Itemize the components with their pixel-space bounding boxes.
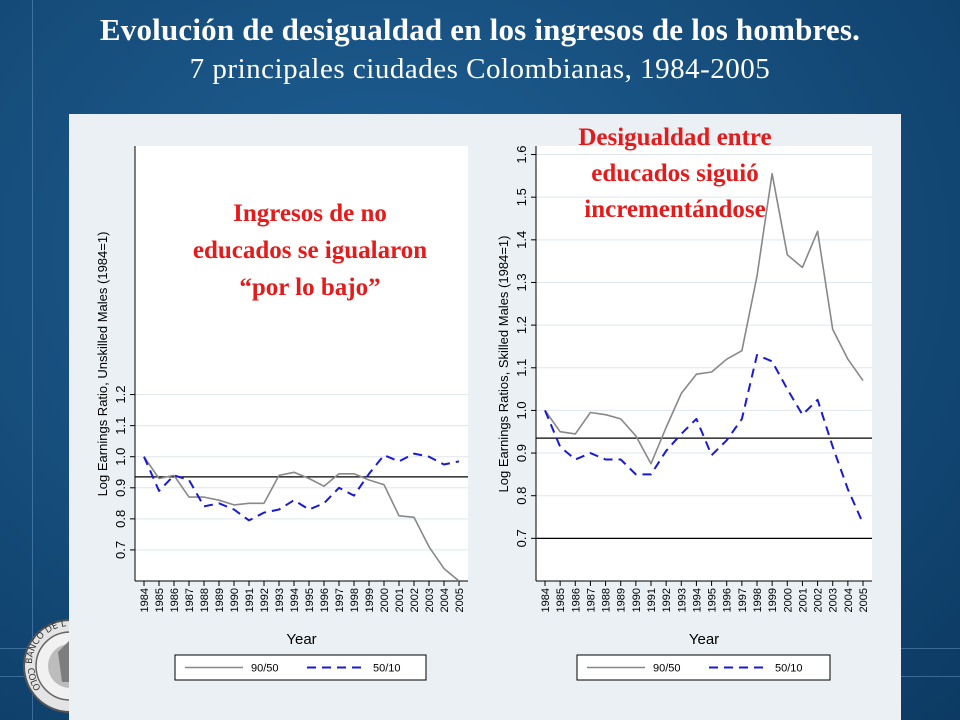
y-tick-label: 0.9: [514, 444, 529, 462]
x-tick-label: 1990: [229, 588, 241, 612]
header: Evolución de desigualdad en los ingresos…: [0, 10, 960, 88]
slide-title: Evolución de desigualdad en los ingresos…: [99, 12, 861, 47]
y-tick-label: 1.3: [514, 273, 529, 291]
x-tick-label: 1996: [722, 588, 734, 612]
x-tick-label: 1994: [289, 588, 301, 612]
x-axis-label: Year: [286, 631, 316, 648]
x-tick-label: 1984: [139, 588, 151, 612]
x-tick-label: 1994: [691, 588, 703, 612]
x-tick-label: 1999: [364, 588, 376, 612]
x-tick-label: 2002: [409, 588, 421, 612]
y-tick-label: 1.5: [514, 188, 529, 206]
x-tick-label: 1996: [319, 588, 331, 612]
y-tick-label: 1.1: [113, 417, 128, 435]
chart-panel: 0.7 0.8 0.9 1.0 1.1 1.2 Log Earnings Ratio, Un…: [69, 114, 901, 720]
x-tick-label: 1998: [349, 588, 361, 612]
annotation-unskilled: Ingresos de no educados se igualaron “po…: [145, 195, 475, 306]
x-tick-label: 2005: [454, 588, 466, 612]
x-tick-label: 2001: [797, 588, 809, 612]
y-axis-label: Log Earnings Ratio, Unskilled Males (198…: [95, 232, 110, 497]
legend-label: 50/10: [775, 663, 803, 675]
x-tick-label: 2000: [782, 588, 794, 612]
x-tick-label: 2001: [394, 588, 406, 612]
x-tick-label: 2004: [843, 588, 855, 612]
annotation-line: educados siguió: [591, 160, 759, 187]
x-tick-label: 1989: [616, 588, 628, 612]
x-tick-label: 1993: [274, 588, 286, 612]
y-tick-label: 1.0: [514, 401, 529, 419]
annotation-line: Desigualdad entre: [578, 124, 772, 151]
x-tick-label: 1997: [737, 588, 749, 612]
x-tick-label: 1989: [214, 588, 226, 612]
x-tick-label: 1992: [661, 588, 673, 612]
series-line-50-10: [143, 452, 460, 522]
y-tick-label: 1.1: [514, 359, 529, 377]
x-tick-label: 1985: [555, 588, 567, 612]
x-tick-label: 1991: [244, 588, 256, 612]
legend-label: 90/50: [251, 663, 279, 675]
x-tick-label: 1995: [707, 588, 719, 612]
x-tick-label: 1986: [169, 588, 181, 612]
slide-subtitle: 7 principales ciudades Colombianas, 1984…: [189, 53, 771, 85]
y-tick-label: 1.2: [514, 316, 529, 334]
x-tick-label: 1987: [585, 588, 597, 612]
y-tick-label: 1.0: [113, 448, 128, 466]
annotation-line: “por lo bajo”: [239, 274, 381, 301]
x-tick-label: 1999: [767, 588, 779, 612]
y-tick-label: 0.7: [514, 529, 529, 547]
plot-area: [135, 146, 468, 581]
legend-label: 90/50: [653, 663, 681, 675]
x-tick-label: 1991: [646, 588, 658, 612]
x-tick-label: 1986: [570, 588, 582, 612]
annotation-line: Ingresos de no: [233, 200, 387, 227]
x-tick-label: 2005: [858, 588, 870, 612]
x-tick-label: 1995: [304, 588, 316, 612]
annotation-line: incrementándose: [584, 196, 766, 223]
y-tick-label: 0.9: [113, 479, 128, 497]
legend-label: 50/10: [373, 663, 401, 675]
x-axis-label: Year: [689, 631, 719, 648]
x-tick-label: 1988: [199, 588, 211, 612]
x-tick-label: 1985: [154, 588, 166, 612]
plot-area: [536, 146, 872, 581]
x-tick-label: 1998: [752, 588, 764, 612]
x-tick-label: 2003: [424, 588, 436, 612]
y-axis-label: Log Earnings Ratios, Skilled Males (1984…: [496, 236, 511, 493]
x-tick-label: 2003: [828, 588, 840, 612]
series-line-90-50: [143, 456, 460, 582]
y-tick-label: 0.8: [113, 510, 128, 528]
annotation-skilled: Desigualdad entre educados siguió increm…: [535, 120, 815, 228]
series-line-50-10: [544, 354, 864, 524]
y-tick-label: 1.6: [514, 145, 529, 163]
y-tick-label: 0.8: [514, 487, 529, 505]
y-tick-label: 0.7: [113, 541, 128, 559]
x-tick-label: 2000: [379, 588, 391, 612]
x-tick-label: 1992: [259, 588, 271, 612]
background-line-v: [32, 0, 33, 720]
annotation-line: educados se igualaron: [192, 237, 428, 264]
x-tick-label: 1990: [631, 588, 643, 612]
x-tick-label: 2004: [439, 588, 451, 612]
x-tick-label: 1993: [676, 588, 688, 612]
x-tick-label: 1984: [540, 588, 552, 612]
x-tick-label: 2002: [813, 588, 825, 612]
y-tick-label: 1.4: [514, 231, 529, 249]
x-tick-label: 1997: [334, 588, 346, 612]
x-tick-label: 1987: [184, 588, 196, 612]
series-line-90-50: [544, 172, 864, 465]
x-tick-label: 1988: [601, 588, 613, 612]
y-tick-label: 1.2: [113, 386, 128, 404]
